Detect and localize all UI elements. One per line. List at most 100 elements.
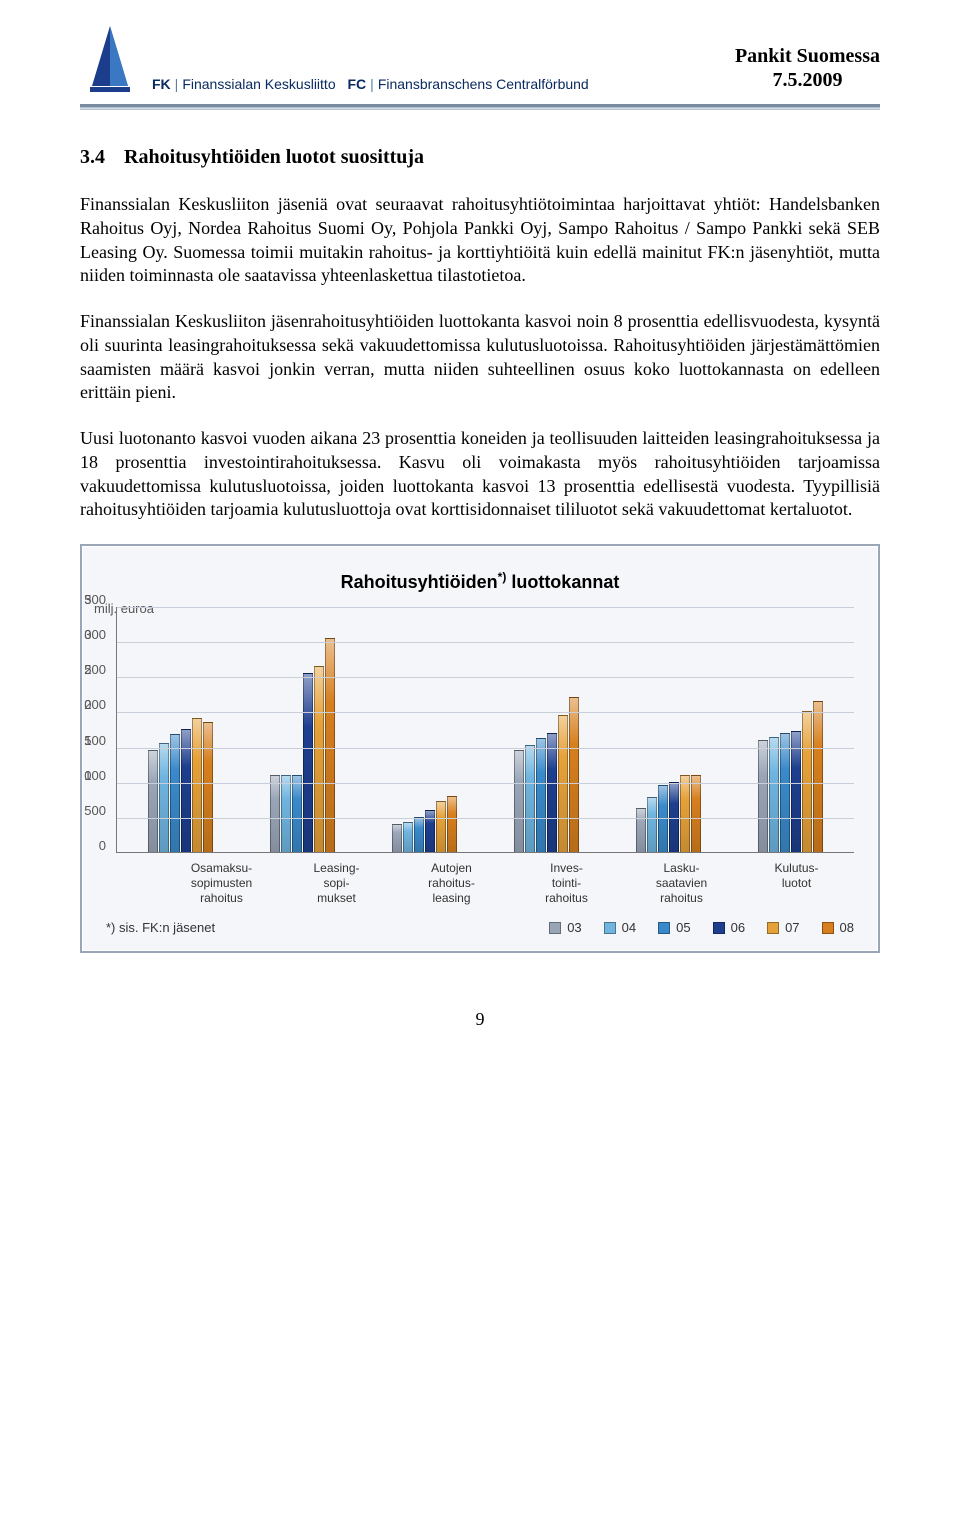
bar: [769, 737, 779, 852]
paragraph-1: Finanssialan Keskusliiton jäseniä ovat s…: [80, 193, 880, 288]
bar: [159, 743, 169, 852]
x-label: Autojenrahoitus-leasing: [402, 861, 502, 906]
bar: [636, 808, 646, 852]
bar: [447, 796, 457, 852]
bar: [780, 733, 790, 852]
fk-logo-icon: [80, 24, 140, 94]
bar: [303, 673, 313, 852]
x-label: Leasing-sopi-mukset: [287, 861, 387, 906]
bar-group: [148, 718, 213, 852]
bar: [281, 775, 291, 852]
chart-container: Rahoitusyhtiöiden*) luottokannat milj. e…: [80, 544, 880, 953]
chart-body: milj. euroa 3 5003 0002 5002 0001 5001 0…: [106, 607, 854, 853]
y-axis: milj. euroa 3 5003 0002 5002 0001 5001 0…: [106, 607, 116, 853]
legend-swatch-icon: [767, 922, 779, 934]
bar: [547, 733, 557, 852]
chart-title-post: luottokannat: [506, 572, 619, 592]
legend-item: 03: [549, 920, 581, 935]
bar: [791, 731, 801, 852]
gridline: [117, 783, 854, 784]
main-content: 3.4Rahoitusyhtiöiden luotot suosittuja F…: [80, 146, 880, 1030]
bar: [392, 824, 402, 852]
chart-bar-groups: [117, 607, 854, 852]
bar: [436, 801, 446, 852]
bar-group: [636, 775, 701, 852]
bar: [525, 745, 535, 852]
org-sv: Finansbranschens Centralförbund: [378, 76, 589, 92]
legend-label: 04: [622, 920, 636, 935]
bar: [647, 797, 657, 852]
bar: [403, 822, 413, 852]
gridline: [117, 607, 854, 608]
bar: [270, 775, 280, 852]
header-title: Pankit Suomessa 7.5.2009: [735, 44, 880, 94]
bar-group: [270, 638, 335, 852]
header-title-line1: Pankit Suomessa: [735, 44, 880, 68]
paragraph-3: Uusi luotonanto kasvoi vuoden aikana 23 …: [80, 427, 880, 522]
legend-item: 07: [767, 920, 799, 935]
org-fc: FC: [348, 76, 367, 92]
logo-block: FK|Finanssialan Keskusliitto FC|Finansbr…: [80, 24, 589, 94]
legend-item: 08: [822, 920, 854, 935]
bar: [425, 810, 435, 852]
legend-label: 03: [567, 920, 581, 935]
x-label: Inves-tointi-rahoitus: [517, 861, 617, 906]
gridline: [117, 748, 854, 749]
chart-title: Rahoitusyhtiöiden*) luottokannat: [106, 570, 854, 593]
x-label: Kulutus-luotot: [747, 861, 847, 906]
bar-group: [514, 697, 579, 852]
section-heading: 3.4Rahoitusyhtiöiden luotot suosittuja: [80, 146, 880, 169]
legend-label: 07: [785, 920, 799, 935]
section-number: 3.4: [80, 146, 124, 169]
bar: [170, 734, 180, 852]
page-header: FK|Finanssialan Keskusliitto FC|Finansbr…: [80, 24, 880, 102]
gridline: [117, 677, 854, 678]
legend-label: 06: [731, 920, 745, 935]
bar: [569, 697, 579, 852]
gridline: [117, 712, 854, 713]
x-label: Lasku-saatavienrahoitus: [632, 861, 732, 906]
bar: [192, 718, 202, 852]
legend-item: 05: [658, 920, 690, 935]
bar: [414, 817, 424, 852]
bar-group: [758, 701, 823, 852]
section-title: Rahoitusyhtiöiden luotot suosittuja: [124, 146, 424, 168]
document-page: FK|Finanssialan Keskusliitto FC|Finansbr…: [0, 0, 960, 1070]
chart-title-pre: Rahoitusyhtiöiden: [341, 572, 498, 592]
page-number: 9: [80, 1009, 880, 1030]
legend-label: 05: [676, 920, 690, 935]
chart-plot: [116, 607, 854, 853]
bar-group: [392, 796, 457, 852]
bar: [536, 738, 546, 852]
bar: [813, 701, 823, 852]
legend-swatch-icon: [658, 922, 670, 934]
legend-swatch-icon: [822, 922, 834, 934]
legend-item: 06: [713, 920, 745, 935]
x-label: Osamaksu-sopimustenrahoitus: [172, 861, 272, 906]
chart-footer: *) sis. FK:n jäsenet 03 04 05 06 07 08: [106, 920, 854, 935]
chart-legend: 03 04 05 06 07 08: [549, 920, 854, 935]
header-divider: [80, 104, 880, 110]
org-names: FK|Finanssialan Keskusliitto FC|Finansbr…: [152, 76, 589, 94]
bar: [148, 750, 158, 852]
bar: [758, 740, 768, 852]
org-fi: Finanssialan Keskusliitto: [182, 76, 335, 92]
bar: [680, 775, 690, 852]
org-fk: FK: [152, 76, 171, 92]
bar: [514, 750, 524, 852]
bar: [292, 775, 302, 852]
x-axis-labels: Osamaksu-sopimustenrahoitus Leasing-sopi-…: [164, 861, 854, 906]
legend-swatch-icon: [713, 922, 725, 934]
bar: [203, 722, 213, 852]
legend-swatch-icon: [604, 922, 616, 934]
bar: [314, 666, 324, 852]
legend-label: 08: [840, 920, 854, 935]
bar: [691, 775, 701, 852]
header-title-line2: 7.5.2009: [735, 68, 880, 92]
chart-footnote: *) sis. FK:n jäsenet: [106, 920, 215, 935]
legend-item: 04: [604, 920, 636, 935]
paragraph-2: Finanssialan Keskusliiton jäsenrahoitusy…: [80, 310, 880, 405]
gridline: [117, 642, 854, 643]
legend-swatch-icon: [549, 922, 561, 934]
bar: [325, 638, 335, 852]
